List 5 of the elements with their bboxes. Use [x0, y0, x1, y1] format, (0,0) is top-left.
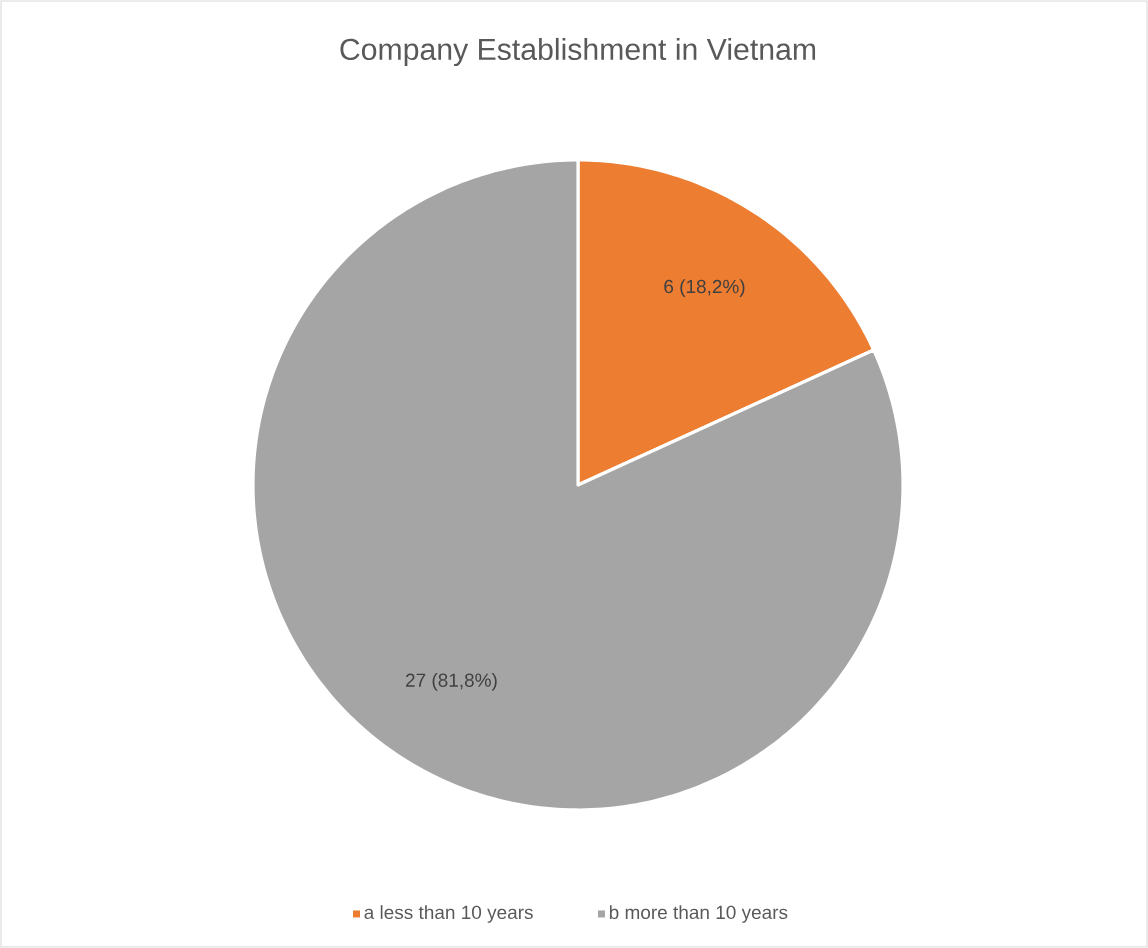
data-label: 27 (81,8%) — [406, 673, 497, 691]
legend-label: a less than 10 years — [364, 905, 533, 923]
legend-label: b more than 10 years — [609, 905, 788, 923]
data-label: 6 (18,2%) — [664, 279, 745, 297]
chart-title: Company Establishment in Vietnam — [340, 37, 816, 67]
